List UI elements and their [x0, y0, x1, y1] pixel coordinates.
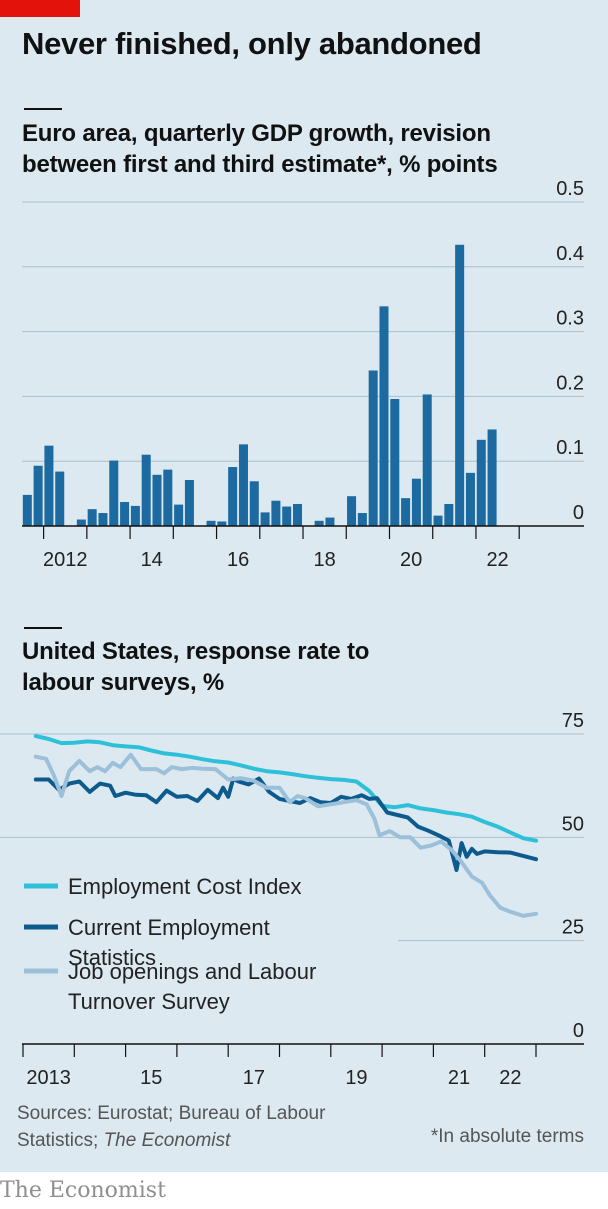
bar	[379, 306, 389, 526]
bar	[228, 467, 238, 526]
bar	[487, 429, 497, 526]
sources: Sources: Eurostat; Bureau of Labour Stat…	[17, 1100, 377, 1154]
bar	[347, 496, 357, 526]
bar	[293, 503, 303, 526]
bar	[130, 505, 140, 526]
bar	[206, 520, 216, 526]
bar	[120, 502, 130, 526]
x-tick-label: 21	[448, 1067, 470, 1089]
x-tick-label: 22	[486, 549, 508, 571]
bar	[184, 479, 194, 526]
y-tick-label: 0.2	[556, 372, 584, 394]
y-tick-label: 25	[562, 917, 584, 939]
x-tick-label: 2013	[26, 1067, 71, 1089]
bar	[76, 519, 86, 526]
bar	[422, 394, 432, 526]
bar	[141, 454, 151, 526]
bar	[357, 513, 367, 526]
bar	[249, 481, 259, 526]
sources-text: Sources: Eurostat; Bureau of Labour Stat…	[17, 1103, 326, 1151]
bar	[444, 503, 454, 526]
bar	[282, 506, 292, 526]
x-tick-label: 20	[400, 549, 422, 571]
bar	[163, 469, 173, 526]
bar	[401, 498, 411, 526]
chart-panel	[0, 0, 608, 1172]
legend-label: Statistics	[68, 945, 156, 970]
bar	[87, 509, 97, 526]
bar	[238, 444, 248, 526]
bar	[217, 521, 227, 526]
series-line	[33, 752, 538, 918]
bar	[476, 439, 486, 526]
bar	[98, 513, 108, 526]
bar	[174, 504, 184, 526]
y-tick-label: 50	[562, 813, 584, 835]
bar	[325, 517, 335, 526]
x-tick-label: 18	[314, 549, 336, 571]
legend-label: Turnover Survey	[68, 989, 230, 1014]
x-tick-label: 15	[140, 1067, 162, 1089]
legend-label: Employment Cost Index	[68, 874, 302, 899]
legend-label: Job openings and Labour	[68, 959, 316, 984]
bar	[152, 474, 162, 526]
y-tick-label: 0.5	[556, 180, 584, 200]
headline: Never finished, only abandoned	[22, 26, 482, 61]
series-line	[33, 734, 538, 843]
bar	[433, 515, 443, 526]
x-tick-label: 16	[227, 549, 249, 571]
bar	[22, 494, 32, 526]
bar	[455, 244, 465, 526]
bar	[33, 465, 43, 526]
bar	[44, 445, 54, 526]
y-tick-label: 0.4	[556, 243, 584, 265]
x-tick-label: 22	[499, 1067, 521, 1089]
bar	[465, 472, 475, 526]
bar	[271, 500, 281, 526]
bar	[55, 471, 65, 526]
bar	[368, 370, 378, 526]
sources-publication: The Economist	[103, 1130, 231, 1151]
subtitle-rule-2	[24, 627, 62, 629]
y-tick-label: 75	[562, 710, 584, 732]
y-tick-label: 0	[573, 1020, 584, 1042]
legend-label: Current Employment	[68, 915, 270, 940]
gdp-revision-bar-chart: 0 0.1 0.2 0.3 0.4 0.5 2012 14 16 18 20 22	[22, 180, 584, 571]
bar	[390, 398, 400, 526]
response-rate-line-chart: 0 25 50 75 2013 15 17 19 21 22 Employment Cost Ind…	[0, 710, 584, 1089]
footnote: *In absolute terms	[430, 1126, 584, 1147]
y-tick-label: 0.1	[556, 437, 584, 459]
bar	[260, 512, 270, 526]
x-tick-label: 2012	[43, 549, 88, 571]
chart2-title: United States, response rate to labour s…	[22, 638, 370, 696]
y-tick-label: 0	[573, 502, 584, 524]
x-tick-label: 17	[243, 1067, 265, 1089]
brand-red-bar	[0, 0, 80, 17]
x-tick-label: 19	[345, 1067, 367, 1089]
subtitle-rule-1	[24, 108, 62, 110]
x-tick-label: 14	[141, 549, 163, 571]
bar	[314, 520, 324, 526]
bar	[411, 478, 421, 526]
bar	[109, 460, 119, 526]
series-line	[33, 776, 538, 872]
chart1-title: Euro area, quarterly GDP growth, revisio…	[22, 120, 498, 178]
y-tick-label: 0.3	[556, 308, 584, 330]
economist-logo-text: The Economist	[0, 1178, 166, 1203]
